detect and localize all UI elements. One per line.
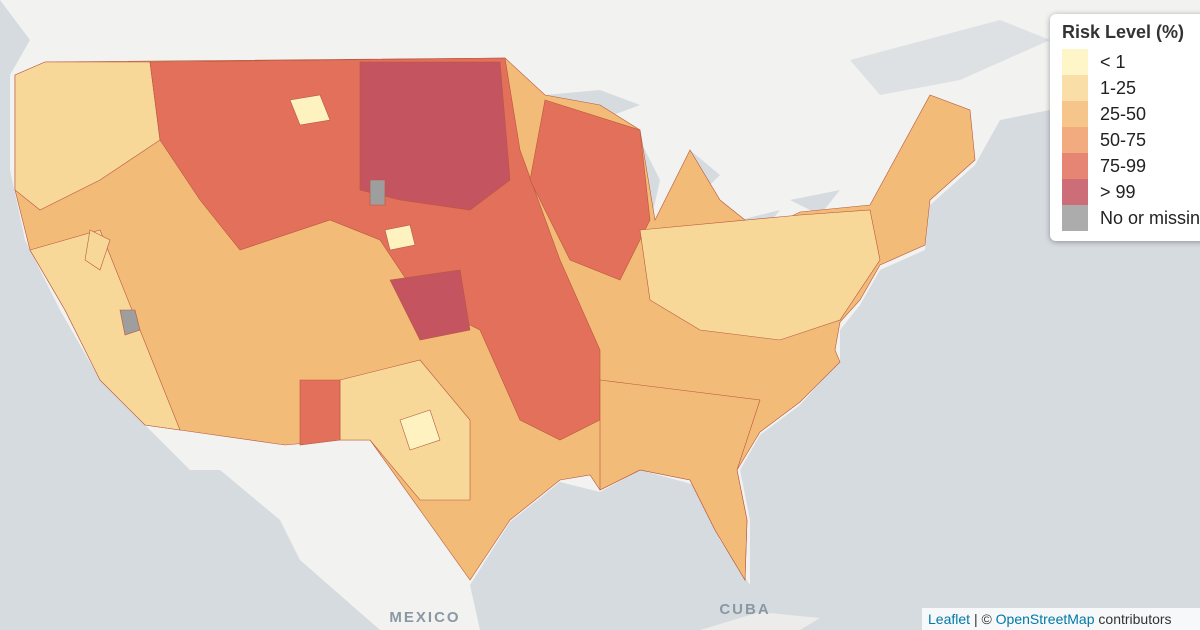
country-label: MEXICO bbox=[389, 609, 460, 626]
legend-item: 75-99 bbox=[1062, 153, 1200, 179]
legend-label: 1-25 bbox=[1100, 77, 1137, 98]
country-label: CUBA bbox=[719, 601, 770, 618]
atlantic-ocean bbox=[470, 80, 1200, 630]
legend-swatch bbox=[1062, 127, 1088, 153]
us-counties[interactable] bbox=[14, 57, 976, 582]
missing-county[interactable] bbox=[119, 309, 141, 336]
hudson-bay-area bbox=[850, 20, 1050, 95]
legend-label: No or missing bbox=[1100, 207, 1200, 228]
missing-county[interactable] bbox=[369, 179, 386, 206]
leaflet-link[interactable]: Leaflet bbox=[928, 611, 971, 627]
low-county[interactable] bbox=[289, 94, 331, 126]
low-county[interactable] bbox=[399, 409, 441, 451]
legend-item: 1-25 bbox=[1062, 75, 1200, 101]
attribution: Leaflet | © OpenStreetMap contributors bbox=[922, 608, 1200, 630]
dakotas[interactable] bbox=[359, 61, 511, 211]
legend-swatch bbox=[1062, 49, 1088, 75]
osm-link[interactable]: OpenStreetMap bbox=[995, 611, 1095, 627]
legend-items: < 1 1-25 25-50 50-75 75-99 > 99 No or missing bbox=[1062, 49, 1200, 231]
legend-swatch bbox=[1062, 205, 1088, 231]
legend-item: No or missing bbox=[1062, 205, 1200, 231]
legend-swatch bbox=[1062, 179, 1088, 205]
legend-title: Risk Level (%) bbox=[1062, 22, 1185, 42]
legend-swatch bbox=[1062, 75, 1088, 101]
legend-label: 50-75 bbox=[1100, 129, 1147, 150]
gulf-of-california bbox=[190, 470, 300, 560]
legend-label: 25-50 bbox=[1100, 103, 1147, 124]
legend-swatch bbox=[1062, 101, 1088, 127]
legend-swatch bbox=[1062, 153, 1088, 179]
new-mexico-south[interactable] bbox=[299, 379, 341, 446]
legend-label: 75-99 bbox=[1100, 155, 1147, 176]
attribution-suffix: contributors bbox=[1098, 611, 1172, 627]
legend-label: < 1 bbox=[1100, 51, 1126, 72]
cuba bbox=[700, 612, 820, 630]
northeast[interactable] bbox=[639, 209, 881, 341]
kansas-core[interactable] bbox=[389, 269, 471, 341]
nevada-county[interactable] bbox=[84, 229, 111, 271]
pacific-northwest[interactable] bbox=[14, 61, 161, 211]
wisconsin-illinois[interactable] bbox=[529, 99, 651, 281]
attribution-separator: | © bbox=[973, 611, 992, 627]
pacific-ocean bbox=[0, 0, 380, 630]
legend-label: > 99 bbox=[1100, 181, 1136, 202]
legend-item: 25-50 bbox=[1062, 101, 1200, 127]
legend-item: > 99 bbox=[1062, 179, 1200, 205]
legend-item: 50-75 bbox=[1062, 127, 1200, 153]
legend: Risk Level (%) < 1 1-25 25-50 50-75 75-99 > 9… bbox=[1050, 14, 1200, 241]
southeast[interactable] bbox=[599, 379, 761, 582]
low-county[interactable] bbox=[384, 224, 416, 251]
legend-item: < 1 bbox=[1062, 49, 1200, 75]
